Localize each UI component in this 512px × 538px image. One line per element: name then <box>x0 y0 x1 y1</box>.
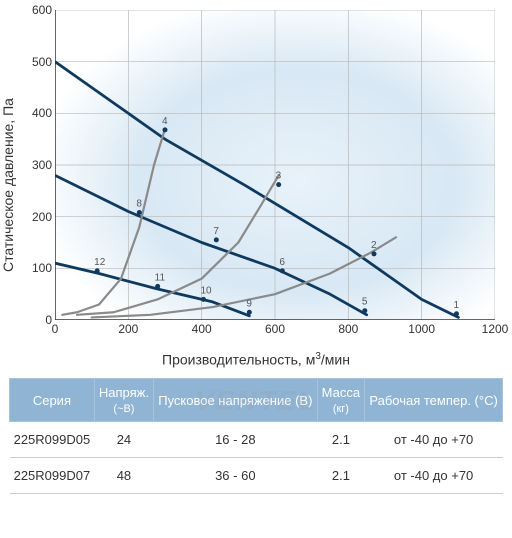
table-cell: 2.1 <box>317 458 365 494</box>
column-header: Масса(кг) <box>317 379 365 422</box>
x-tick: 0 <box>52 322 59 336</box>
column-header: Серия <box>10 379 95 422</box>
x-tick: 400 <box>192 322 212 336</box>
point-label: 9 <box>246 298 252 309</box>
point-label: 4 <box>162 116 168 127</box>
table-row: 225R099D074836 - 602.1от -40 до +70 <box>10 458 503 494</box>
table-cell: от -40 до +70 <box>365 458 503 494</box>
point-marker <box>276 182 281 187</box>
chart-plot: 123456789101112 <box>55 10 495 320</box>
point-marker <box>280 268 285 273</box>
x-tick: 800 <box>338 322 358 336</box>
y-axis-label: Статическое давление, Па <box>0 98 16 272</box>
column-header: Пусковое напряжение (В) <box>154 379 318 422</box>
point-marker <box>201 297 206 302</box>
y-tick: 600 <box>32 3 52 17</box>
table-row: 225R099D052416 - 282.1от -40 до +70 <box>10 422 503 458</box>
table-cell: от -40 до +70 <box>365 422 503 458</box>
point-label: 3 <box>276 171 282 182</box>
point-marker <box>372 251 377 256</box>
x-tick: 1200 <box>482 322 509 336</box>
point-label: 2 <box>371 240 377 251</box>
x-tick: 1000 <box>408 322 435 336</box>
column-header: Напряж.(~В) <box>94 379 153 422</box>
point-label: 12 <box>94 257 106 268</box>
point-marker <box>362 308 367 313</box>
point-label: 7 <box>213 226 219 237</box>
y-tick: 300 <box>32 158 52 172</box>
x-tick: 600 <box>265 322 285 336</box>
table-body: 225R099D052416 - 282.1от -40 до +70225R0… <box>10 422 503 494</box>
point-marker <box>155 284 160 289</box>
y-tick: 400 <box>32 106 52 120</box>
table-cell: 225R099D07 <box>10 458 95 494</box>
x-axis-label: Производительность, м3/мин <box>162 351 350 368</box>
table-cell: 225R099D05 <box>10 422 95 458</box>
point-marker <box>95 268 100 273</box>
x-tick: 200 <box>118 322 138 336</box>
point-label: 5 <box>362 297 368 308</box>
table-cell: 48 <box>94 458 153 494</box>
point-label: 1 <box>454 300 460 311</box>
table-header: СерияНапряж.(~В)Пусковое напряжение (В)М… <box>10 379 503 422</box>
spec-table: СерияНапряж.(~В)Пусковое напряжение (В)М… <box>9 378 503 494</box>
point-label: 10 <box>201 285 213 296</box>
table-cell: 36 - 60 <box>154 458 318 494</box>
column-header: Рабочая темпер. (°C) <box>365 379 503 422</box>
y-tick: 200 <box>32 210 52 224</box>
figure-container: Статическое давление, Па 123456789101112… <box>0 0 512 494</box>
point-marker <box>137 210 142 215</box>
table-cell: 24 <box>94 422 153 458</box>
y-tick: 500 <box>32 55 52 69</box>
y-tick: 100 <box>32 261 52 275</box>
table-cell: 2.1 <box>317 422 365 458</box>
table-cell: 16 - 28 <box>154 422 318 458</box>
point-label: 11 <box>155 272 166 283</box>
point-marker <box>454 311 459 316</box>
point-marker <box>214 237 219 242</box>
chart-area: Статическое давление, Па 123456789101112… <box>0 0 512 370</box>
point-label: 6 <box>279 257 285 268</box>
point-label: 8 <box>136 199 142 210</box>
point-marker <box>247 310 252 315</box>
point-marker <box>163 127 168 132</box>
